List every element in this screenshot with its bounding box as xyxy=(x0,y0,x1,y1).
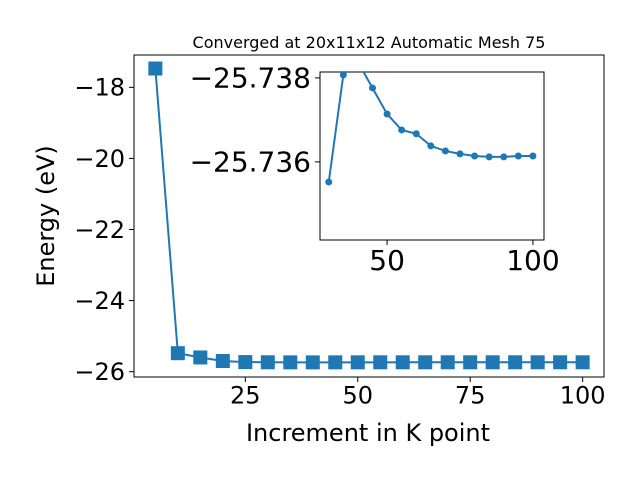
x-tick-label: 75 xyxy=(455,381,486,409)
marker xyxy=(553,355,568,370)
chart-title: Converged at 20x11x12 Automatic Mesh 75 xyxy=(193,33,546,52)
series xyxy=(325,72,537,186)
marker xyxy=(395,355,410,370)
marker xyxy=(529,152,537,160)
y-tick-label: −25.738 xyxy=(190,62,311,95)
marker xyxy=(412,130,420,138)
marker xyxy=(485,355,500,370)
marker xyxy=(215,354,230,369)
marker xyxy=(350,355,365,370)
x-tick-label: 100 xyxy=(560,381,606,409)
marker xyxy=(305,355,320,370)
marker xyxy=(325,178,333,186)
y-tick-label: −25.736 xyxy=(190,146,311,179)
marker xyxy=(418,355,433,370)
y-axis-label: Energy (eV) xyxy=(32,145,60,287)
y-tick-label: −22 xyxy=(74,216,125,244)
x-tick-label: 25 xyxy=(230,381,261,409)
marker xyxy=(148,61,163,76)
marker xyxy=(328,355,343,370)
marker xyxy=(238,355,253,370)
marker xyxy=(170,346,185,361)
y-tick-label: −18 xyxy=(74,74,125,102)
marker xyxy=(260,355,275,370)
marker xyxy=(508,355,523,370)
marker xyxy=(283,355,298,370)
y-tick-label: −24 xyxy=(74,287,125,315)
marker xyxy=(514,152,522,160)
marker xyxy=(398,126,406,134)
marker xyxy=(441,147,449,155)
marker xyxy=(485,153,493,161)
y-tick-label: −26 xyxy=(74,358,125,386)
marker xyxy=(193,350,208,365)
marker xyxy=(373,355,388,370)
x-axis-label: Increment in K point xyxy=(246,419,490,447)
marker xyxy=(463,355,478,370)
marker xyxy=(471,152,479,160)
marker xyxy=(530,355,545,370)
marker xyxy=(369,84,376,92)
series xyxy=(148,61,590,370)
x-tick-label: 100 xyxy=(506,244,559,277)
marker xyxy=(456,150,464,158)
marker xyxy=(427,142,435,150)
marker xyxy=(383,110,391,118)
marker xyxy=(339,72,347,79)
y-tick-label: −20 xyxy=(74,145,125,173)
x-tick-label: 50 xyxy=(342,381,373,409)
marker xyxy=(500,153,508,161)
marker xyxy=(440,355,455,370)
marker xyxy=(575,355,590,370)
x-tick-label: 50 xyxy=(369,244,405,277)
